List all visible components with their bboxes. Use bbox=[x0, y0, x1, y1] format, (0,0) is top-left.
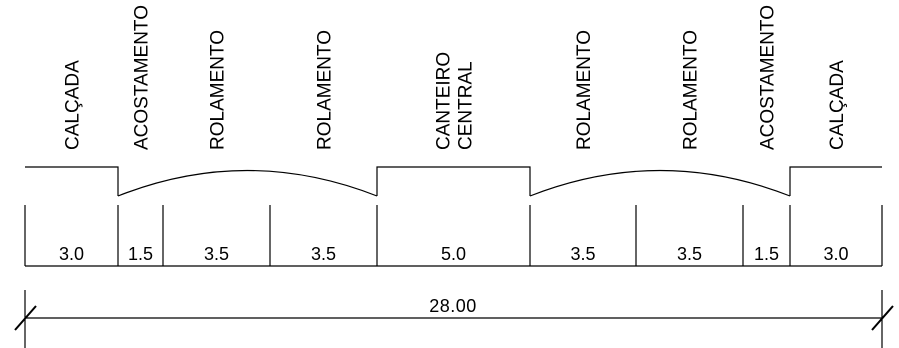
segment-label: CALÇADA bbox=[63, 60, 84, 150]
total-width-label: 28.00 bbox=[429, 296, 477, 316]
segment-width-value: 3.5 bbox=[204, 244, 229, 264]
segment-label: ROLAMENTO bbox=[681, 30, 702, 150]
carriageway-crown-right bbox=[529, 169, 791, 197]
segment-label: CENTRAL bbox=[456, 61, 477, 150]
segment-label: ACOSTAMENTO bbox=[132, 5, 153, 150]
dimension-tick-right bbox=[871, 305, 894, 331]
segment-width-value: 1.5 bbox=[128, 244, 153, 264]
segment-width-value: 3.0 bbox=[59, 244, 84, 264]
segment-width-value: 3.0 bbox=[823, 244, 848, 264]
segment-width-value: 3.5 bbox=[570, 244, 595, 264]
segment-label: ROLAMENTO bbox=[315, 30, 336, 150]
road-profile-right bbox=[789, 166, 882, 196]
segment-label: ROLAMENTO bbox=[208, 30, 229, 150]
segment-label: CANTEIRO bbox=[434, 52, 455, 150]
segments-group: CALÇADA 3.0 ACOSTAMENTO 1.5 ROLAMENTO 3.5 ROLA… bbox=[24, 5, 883, 266]
road-profile-left bbox=[25, 166, 119, 196]
central-median-profile bbox=[376, 166, 531, 196]
segment-label: ROLAMENTO bbox=[574, 30, 595, 150]
dimension-tick-left bbox=[14, 305, 37, 331]
carriageway-crown-left bbox=[117, 169, 378, 197]
segment-label: CALÇADA bbox=[827, 60, 848, 150]
segment-width-value: 3.5 bbox=[311, 244, 336, 264]
segment-width-value: 3.5 bbox=[677, 244, 702, 264]
segment-width-value: 5.0 bbox=[441, 244, 466, 264]
segment-width-value: 1.5 bbox=[754, 244, 779, 264]
segment-label: ACOSTAMENTO bbox=[758, 5, 779, 150]
